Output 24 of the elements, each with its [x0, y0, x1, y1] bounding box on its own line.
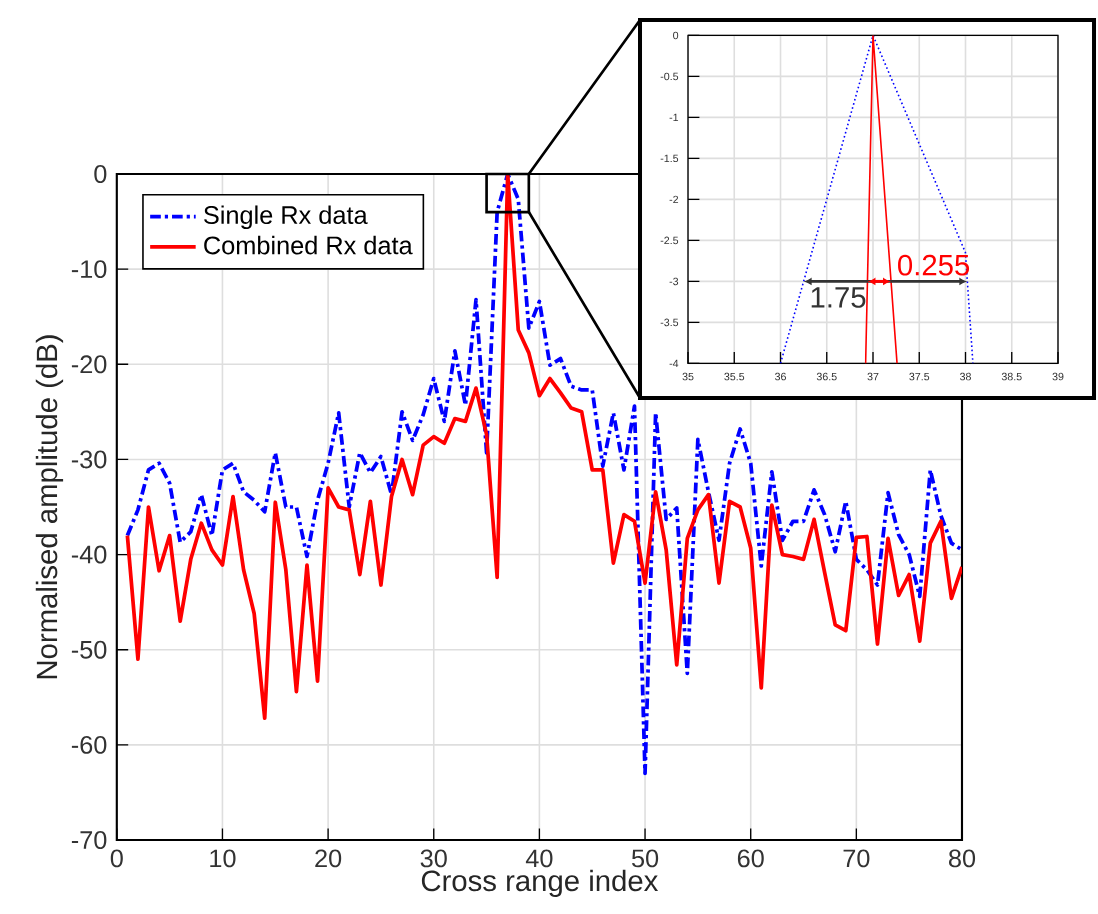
y-tick-label: 0	[94, 165, 107, 183]
x-tick-label: 30	[420, 849, 447, 868]
x-tick-label: 40	[525, 849, 553, 868]
line-series	[779, 35, 974, 364]
y-tick-label: -70	[71, 831, 107, 849]
y-tick-label: -20	[71, 355, 107, 374]
y-tick-label: -10	[71, 260, 107, 279]
x-tick-label: 70	[843, 849, 870, 868]
y-tick-label: -60	[71, 735, 107, 754]
y-axis-title: Normalised amplitude (dB)	[35, 335, 64, 679]
y-tick-label: -30	[71, 450, 107, 469]
annotation: 1.75	[811, 287, 866, 308]
y-tick-label: -50	[71, 640, 107, 659]
annotation: 0.255	[898, 254, 970, 276]
x-axis-title: Cross range index	[421, 869, 659, 897]
x-tick-label: 80	[949, 849, 976, 868]
x-tick-label: 0	[110, 849, 123, 868]
legend-label: Single Rx data	[204, 205, 368, 230]
y-tick-label: -40	[71, 545, 107, 564]
x-tick-label: 60	[737, 849, 764, 868]
x-tick-label: 50	[631, 849, 659, 868]
legend-label: Combined Rx data	[204, 235, 413, 255]
x-tick-label: 20	[315, 849, 342, 868]
x-tick-label: 10	[210, 849, 236, 868]
